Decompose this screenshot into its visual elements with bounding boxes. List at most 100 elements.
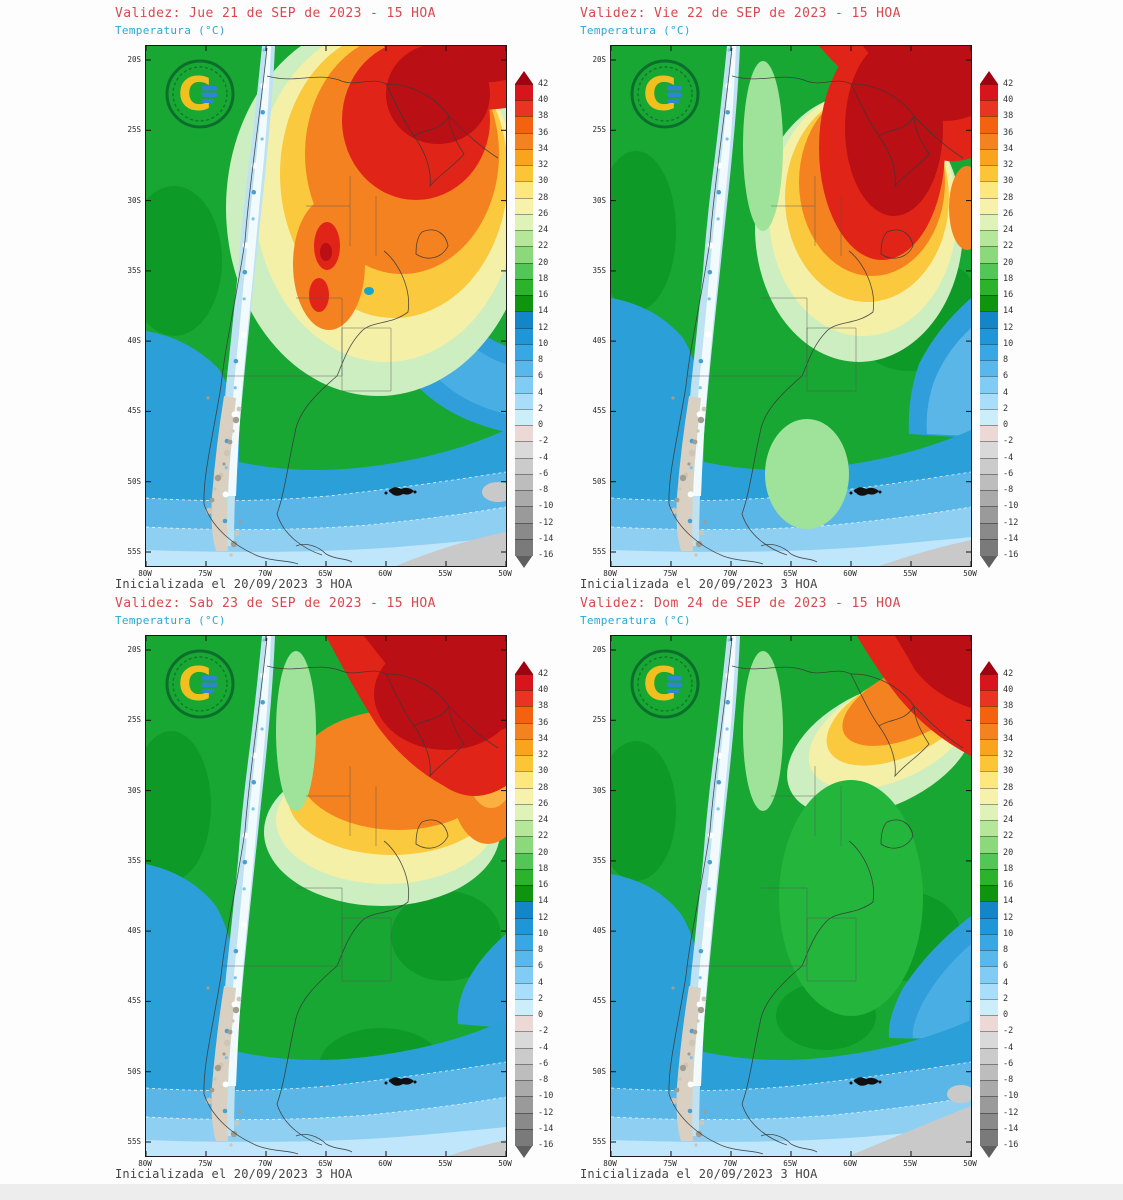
colorbar-tick-label: 32 [538,160,549,171]
colorbar-cell [515,473,533,492]
lat-axis-label: 30S [592,785,606,795]
colorbar-cell [980,441,998,459]
colorbar-cell [980,950,998,968]
colorbar-tick-label: -6 [538,1058,549,1069]
colorbar-cell [980,738,998,757]
colorbar-tick-label: 10 [538,338,549,349]
logo-outer-ring [165,59,235,129]
forecast-panel: Validez: Jue 21 de SEP de 2023 - 15 HOA … [110,5,572,595]
malvinas-islands [849,487,882,496]
colorbar-cell [980,1031,998,1049]
colorbar-cell [515,213,533,232]
colorbar-tick-label: -2 [538,1026,549,1037]
colorbar-tick-label: 24 [538,225,549,236]
logo-blue-bar [667,689,679,693]
logo-inner-ring [637,656,693,712]
colorbar-cell [980,1080,998,1098]
colorbar-tick-label: 14 [538,896,549,907]
axis-ticks [611,636,971,1156]
colorbar-cell [980,1112,998,1130]
colorbar-tick-label: 16 [538,290,549,301]
colorbar-tick-label: 30 [538,766,549,777]
colorbar-tick-label: 34 [1003,143,1014,154]
colorbar-tick-label: 26 [1003,798,1014,809]
colorbar-tick-label: 22 [538,241,549,252]
colorbar-cell [980,1063,998,1082]
lat-axis-label: 55S [127,547,141,556]
logo-outer-ring [630,59,700,129]
colorbar-cell [980,197,998,215]
colorbar-tick-label: 30 [1003,766,1014,777]
colorbar-cell [980,901,998,919]
colorbar-tick-label: -12 [538,1107,554,1118]
colorbar-tick-label: -10 [1003,501,1019,512]
logo-blue-bar [202,689,214,693]
lon-axis-label: 55W [438,569,452,578]
logo-badge: C [627,56,703,132]
colorbar-cell [980,246,998,264]
colorbar-tick-label: 10 [538,928,549,939]
colorbar-tick-label: 38 [538,701,549,712]
colorbar-cell [515,1080,533,1098]
colorbar-tick-label: 32 [1003,750,1014,761]
colorbar-tick-label: 20 [1003,847,1014,858]
colorbar-tick-label: 36 [1003,717,1014,728]
malvinas-islands [384,487,417,496]
colorbar-cell [980,885,998,903]
colorbar-cell [515,84,533,102]
colorbar-cell [515,738,533,757]
colorbar-cell [515,311,533,329]
colorbar-tick-label: 40 [538,685,549,696]
lat-axis-label: 50S [592,476,606,486]
colorbar-cell [980,982,998,1000]
bottom-margin-strip [0,1184,1123,1200]
colorbar-cell [515,836,533,854]
logo-blue-bar [202,86,217,91]
colorbar-tick-label: 2 [1003,993,1009,1004]
lat-axis-label: 50S [592,1066,606,1076]
logo-blue-bar [202,682,217,687]
colorbar-tick-label: 30 [538,176,549,187]
colorbar-cell [515,771,533,789]
colorbar-tick-label: 32 [1003,160,1014,171]
temperature-field-svg [611,636,971,1156]
colorbar-tick-label: 22 [538,831,549,842]
colorbar-cell [980,1047,998,1065]
colorbar-cell [515,674,533,692]
andes-range [205,46,275,557]
variable-label: Temperatura (°C) [580,614,691,627]
validity-title: Validez: Sab 23 de SEP de 2023 - 15 HOA [115,596,436,611]
colorbar-tick-label: 2 [538,403,544,414]
colorbar-tick-label: 4 [538,977,544,988]
colorbar-cell [515,148,533,167]
colorbar-cell [515,343,533,362]
colorbar-tick-label: 34 [538,733,549,744]
colorbar-cell [515,1031,533,1049]
andes-range [670,636,740,1147]
variable-label: Temperatura (°C) [115,24,226,37]
colorbar-tick-label: 34 [538,143,549,154]
axis-ticks [146,46,506,566]
colorbar-cell [515,1112,533,1130]
lon-axis-label: 65W [318,1159,332,1168]
colorbar-cell [980,722,998,740]
colorbar-tick-label: -10 [538,501,554,512]
colorbar-cell [515,722,533,740]
colorbar-cell [980,230,998,248]
colorbar-cell [515,506,533,524]
colorbar-cell [980,690,998,708]
lon-axis-label: 60W [378,1159,392,1168]
colorbar-tick-label: 28 [538,192,549,203]
colorbar-cell [515,392,533,410]
colorbar-tick-label: 24 [538,815,549,826]
colorbar-cell [515,230,533,248]
lat-axis-label: 20S [592,645,606,654]
colorbar-tick-label: -8 [538,485,549,496]
weather-service-logo-icon: C [165,649,235,719]
colorbar-cell [515,132,533,150]
colorbar-tick-label: -8 [538,1075,549,1086]
colorbar-tick-label: -6 [538,468,549,479]
temperature-map: C [145,635,507,1157]
colorbar-cell [515,706,533,724]
